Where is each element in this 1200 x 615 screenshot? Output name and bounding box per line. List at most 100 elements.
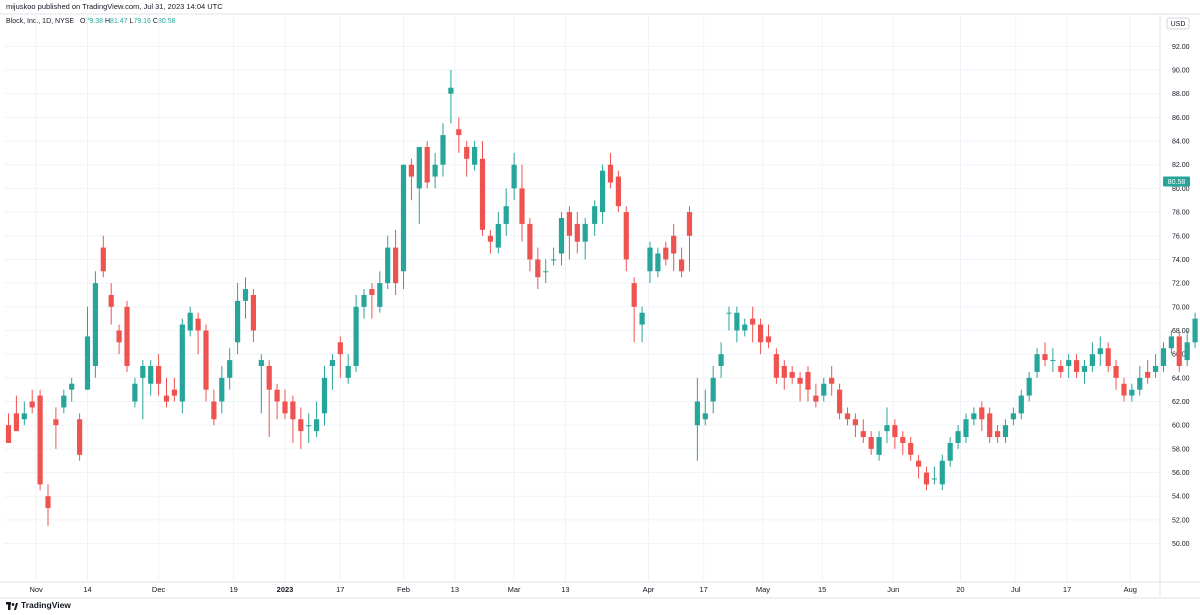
candle-body[interactable]: [456, 129, 462, 136]
candle-body[interactable]: [179, 324, 185, 402]
candle-body[interactable]: [464, 146, 470, 159]
candle-body[interactable]: [61, 395, 67, 408]
candle-body[interactable]: [337, 342, 343, 355]
candle-body[interactable]: [1152, 366, 1159, 372]
candle-body[interactable]: [124, 306, 130, 366]
candle-body[interactable]: [503, 206, 509, 224]
candle-body[interactable]: [495, 223, 501, 248]
candle-body[interactable]: [599, 170, 606, 213]
candle-body[interactable]: [321, 377, 328, 414]
candle-body[interactable]: [29, 401, 35, 408]
candle-body[interactable]: [821, 383, 827, 396]
candle-body[interactable]: [1160, 348, 1167, 366]
candle-body[interactable]: [519, 188, 525, 224]
candle-body[interactable]: [408, 164, 414, 177]
candle-body[interactable]: [274, 389, 280, 402]
candle-body[interactable]: [1121, 383, 1127, 396]
candle-body[interactable]: [551, 259, 557, 261]
candle-body[interactable]: [718, 354, 724, 366]
currency-box[interactable]: [1166, 17, 1190, 30]
candle-body[interactable]: [734, 312, 740, 331]
candle-body[interactable]: [5, 425, 12, 443]
candle-body[interactable]: [361, 294, 367, 307]
candle-body[interactable]: [710, 377, 716, 402]
candle-body[interactable]: [1002, 425, 1009, 438]
candle-body[interactable]: [566, 212, 572, 236]
candle-body[interactable]: [1176, 336, 1182, 366]
candle-body[interactable]: [836, 389, 843, 414]
candle-body[interactable]: [915, 460, 922, 467]
candle-body[interactable]: [100, 247, 106, 272]
candle-body[interactable]: [1073, 360, 1080, 372]
candle-body[interactable]: [527, 223, 533, 260]
candle-body[interactable]: [448, 87, 454, 94]
candle-body[interactable]: [955, 431, 961, 443]
candle-body[interactable]: [1105, 348, 1111, 366]
candle-body[interactable]: [939, 460, 945, 485]
candle-body[interactable]: [702, 413, 708, 420]
candle-body[interactable]: [84, 336, 91, 390]
candle-body[interactable]: [45, 496, 51, 509]
candle-body[interactable]: [931, 478, 937, 480]
candle-body[interactable]: [377, 283, 383, 307]
candle-body[interactable]: [908, 442, 914, 455]
candle-body[interactable]: [314, 419, 320, 432]
candle-body[interactable]: [773, 354, 779, 378]
candle-body[interactable]: [108, 294, 114, 307]
candle-body[interactable]: [227, 360, 233, 378]
candle-body[interactable]: [631, 283, 637, 307]
candle-body[interactable]: [235, 300, 241, 343]
candle-body[interactable]: [884, 425, 890, 432]
candle-body[interactable]: [1026, 377, 1032, 396]
candle-body[interactable]: [994, 431, 1001, 438]
candle-body[interactable]: [393, 247, 399, 284]
candle-body[interactable]: [979, 407, 985, 420]
candle-body[interactable]: [829, 377, 835, 384]
candle-body[interactable]: [900, 437, 906, 443]
candle-body[interactable]: [1192, 318, 1198, 343]
candle-body[interactable]: [750, 318, 756, 325]
candle-body[interactable]: [479, 158, 486, 230]
candle-body[interactable]: [947, 442, 953, 461]
candle-body[interactable]: [868, 437, 874, 449]
candle-body[interactable]: [92, 283, 98, 366]
candle-body[interactable]: [607, 164, 614, 183]
candle-body[interactable]: [140, 366, 146, 378]
candle-body[interactable]: [1137, 377, 1143, 390]
candle-body[interactable]: [1129, 389, 1135, 396]
candle-body[interactable]: [789, 371, 795, 378]
candle-body[interactable]: [844, 413, 851, 420]
candle-body[interactable]: [963, 419, 969, 438]
candle-body[interactable]: [187, 312, 193, 331]
candle-body[interactable]: [21, 413, 27, 420]
candle-body[interactable]: [369, 289, 375, 295]
candle-body[interactable]: [69, 383, 75, 390]
candle-body[interactable]: [1050, 360, 1056, 362]
candle-body[interactable]: [511, 164, 517, 189]
candle-body[interactable]: [266, 366, 272, 390]
candle-body[interactable]: [1034, 354, 1040, 372]
candle-body[interactable]: [592, 206, 598, 224]
candle-body[interactable]: [13, 413, 19, 432]
candle-body[interactable]: [1089, 354, 1095, 366]
candle-body[interactable]: [535, 259, 541, 278]
candle-body[interactable]: [757, 324, 764, 343]
candle-body[interactable]: [219, 377, 225, 402]
candle-body[interactable]: [923, 472, 930, 485]
candle-body[interactable]: [1145, 371, 1151, 378]
candle-body[interactable]: [306, 425, 312, 427]
candle-body[interactable]: [472, 146, 478, 165]
candle-body[interactable]: [487, 235, 493, 242]
candle-body[interactable]: [615, 176, 621, 207]
candle-body[interactable]: [860, 431, 866, 438]
candle-body[interactable]: [686, 212, 693, 236]
candle-body[interactable]: [329, 360, 335, 366]
candle-body[interactable]: [1168, 336, 1174, 349]
candle-body[interactable]: [290, 401, 296, 420]
candle-body[interactable]: [1113, 366, 1119, 378]
candle-body[interactable]: [211, 401, 217, 420]
candle-body[interactable]: [258, 360, 264, 366]
candle-body[interactable]: [742, 324, 748, 331]
candle-body[interactable]: [647, 247, 653, 272]
candle-body[interactable]: [432, 164, 438, 177]
